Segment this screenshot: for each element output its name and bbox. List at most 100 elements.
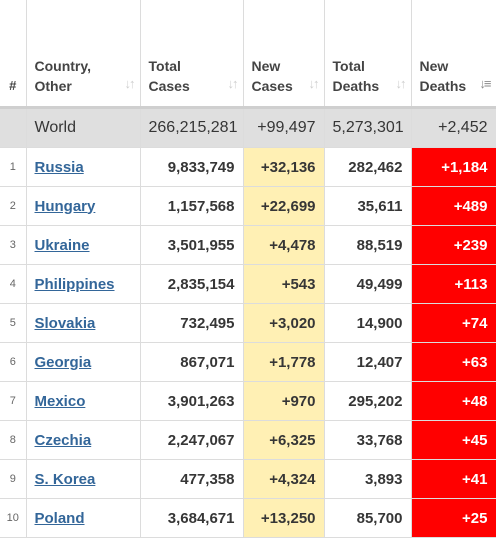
row-index: 1 — [0, 147, 27, 187]
row-index: 6 — [0, 342, 27, 382]
total-cases-cell: 477,358 — [140, 459, 244, 499]
total-cases-cell: 867,071 — [140, 342, 244, 382]
country-cell: Mexico — [26, 381, 141, 421]
country-link[interactable]: Poland — [34, 509, 85, 527]
header-new-cases[interactable]: New Cases ↓↑ — [243, 0, 325, 109]
sort-icon[interactable]: ↓↑ — [308, 76, 320, 91]
table-row: 6 Georgia 867,071 +1,778 12,407 +63 — [0, 342, 496, 382]
new-deaths-cell: +45 — [411, 420, 496, 460]
header-total-cases[interactable]: Total Cases ↓↑ — [140, 0, 244, 109]
country-cell: Ukraine — [26, 225, 141, 265]
sort-icon[interactable]: ↓↑ — [227, 76, 239, 91]
new-deaths-cell: +63 — [411, 342, 496, 382]
world-total-deaths: 5,273,301 — [324, 107, 412, 148]
country-link[interactable]: S. Korea — [34, 470, 96, 488]
sort-icon[interactable]: ↓↑ — [124, 76, 136, 91]
total-deaths-cell: 3,893 — [324, 459, 412, 499]
total-cases-cell: 3,901,263 — [140, 381, 244, 421]
new-deaths-cell: +239 — [411, 225, 496, 265]
total-deaths-cell: 33,768 — [324, 420, 412, 460]
row-index: 8 — [0, 420, 27, 460]
table-row: 3 Ukraine 3,501,955 +4,478 88,519 +239 — [0, 225, 496, 265]
table-row: 8 Czechia 2,247,067 +6,325 33,768 +45 — [0, 420, 496, 460]
table-row: 7 Mexico 3,901,263 +970 295,202 +48 — [0, 381, 496, 421]
header-new-deaths-line2: Deaths — [419, 78, 467, 94]
total-deaths-cell: 49,499 — [324, 264, 412, 304]
row-index: 9 — [0, 459, 27, 499]
header-index: # — [0, 0, 27, 109]
new-deaths-cell: +74 — [411, 303, 496, 343]
header-country-line1: Country, — [34, 58, 92, 74]
table-row: 2 Hungary 1,157,568 +22,699 35,611 +489 — [0, 186, 496, 226]
table-row: 5 Slovakia 732,495 +3,020 14,900 +74 — [0, 303, 496, 343]
total-cases-cell: 9,833,749 — [140, 147, 244, 187]
country-cell: S. Korea — [26, 459, 141, 499]
header-total-deaths[interactable]: Total Deaths ↓↑ — [324, 0, 412, 109]
new-deaths-cell: +25 — [411, 498, 496, 538]
total-cases-cell: 2,835,154 — [140, 264, 244, 304]
header-new-deaths-line1: New — [419, 58, 449, 74]
total-deaths-cell: 85,700 — [324, 498, 412, 538]
header-new-cases-line1: New — [251, 58, 281, 74]
total-cases-cell: 3,501,955 — [140, 225, 244, 265]
sort-desc-icon[interactable]: ↓≡ — [479, 76, 491, 91]
country-cell: Poland — [26, 498, 141, 538]
country-link[interactable]: Slovakia — [34, 314, 96, 332]
country-link[interactable]: Hungary — [34, 197, 96, 215]
total-deaths-cell: 14,900 — [324, 303, 412, 343]
table-header: # Country, Other ↓↑ Total Cases ↓↑ New C… — [0, 0, 496, 109]
world-row: World 266,215,281 +99,497 5,273,301 +2,4… — [0, 107, 496, 148]
new-cases-cell: +970 — [243, 381, 325, 421]
new-deaths-cell: +41 — [411, 459, 496, 499]
total-cases-cell: 1,157,568 — [140, 186, 244, 226]
country-link[interactable]: Philippines — [34, 275, 115, 293]
table-row: 4 Philippines 2,835,154 +543 49,499 +113 — [0, 264, 496, 304]
new-cases-cell: +13,250 — [243, 498, 325, 538]
row-index: 10 — [0, 498, 27, 538]
new-deaths-cell: +113 — [411, 264, 496, 304]
country-cell: Russia — [26, 147, 141, 187]
header-new-cases-line2: Cases — [251, 78, 293, 94]
new-deaths-cell: +1,184 — [411, 147, 496, 187]
table-row: 1 Russia 9,833,749 +32,136 282,462 +1,184 — [0, 147, 496, 187]
country-link[interactable]: Ukraine — [34, 236, 90, 254]
country-link[interactable]: Georgia — [34, 353, 92, 371]
new-deaths-cell: +48 — [411, 381, 496, 421]
table-body: World 266,215,281 +99,497 5,273,301 +2,4… — [0, 107, 496, 538]
header-total-cases-line2: Cases — [148, 78, 190, 94]
country-cell: Georgia — [26, 342, 141, 382]
new-cases-cell: +4,324 — [243, 459, 325, 499]
new-deaths-cell: +489 — [411, 186, 496, 226]
new-cases-cell: +32,136 — [243, 147, 325, 187]
header-total-deaths-line2: Deaths — [332, 78, 380, 94]
total-deaths-cell: 282,462 — [324, 147, 412, 187]
country-link[interactable]: Mexico — [34, 392, 86, 410]
row-index: 7 — [0, 381, 27, 421]
world-total-cases: 266,215,281 — [140, 107, 244, 148]
total-deaths-cell: 12,407 — [324, 342, 412, 382]
row-index: 2 — [0, 186, 27, 226]
new-cases-cell: +1,778 — [243, 342, 325, 382]
new-cases-cell: +543 — [243, 264, 325, 304]
header-country-line2: Other — [34, 78, 72, 94]
country-cell: Hungary — [26, 186, 141, 226]
total-cases-cell: 732,495 — [140, 303, 244, 343]
new-cases-cell: +6,325 — [243, 420, 325, 460]
total-deaths-cell: 88,519 — [324, 225, 412, 265]
total-deaths-cell: 295,202 — [324, 381, 412, 421]
header-new-deaths[interactable]: New Deaths ↓≡ — [411, 0, 496, 109]
header-total-deaths-line1: Total — [332, 58, 365, 74]
header-country[interactable]: Country, Other ↓↑ — [26, 0, 141, 109]
world-new-cases: +99,497 — [243, 107, 325, 148]
world-index — [0, 107, 27, 148]
new-cases-cell: +22,699 — [243, 186, 325, 226]
sort-icon[interactable]: ↓↑ — [395, 76, 407, 91]
country-link[interactable]: Russia — [34, 158, 84, 176]
row-index: 4 — [0, 264, 27, 304]
new-cases-cell: +4,478 — [243, 225, 325, 265]
row-index: 3 — [0, 225, 27, 265]
table-row: 9 S. Korea 477,358 +4,324 3,893 +41 — [0, 459, 496, 499]
country-link[interactable]: Czechia — [34, 431, 92, 449]
country-cell: Slovakia — [26, 303, 141, 343]
